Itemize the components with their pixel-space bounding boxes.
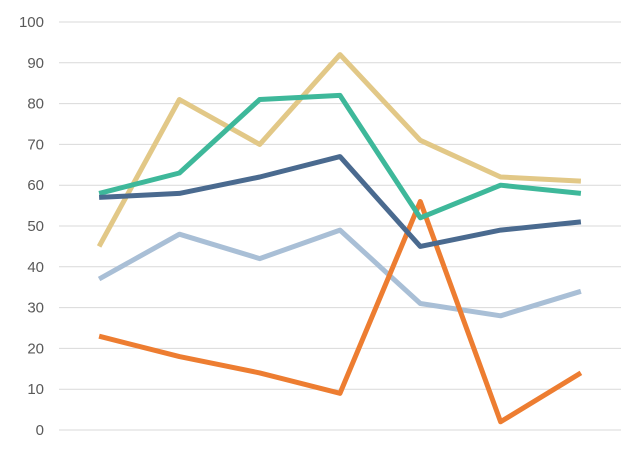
y-tick-label-10: 10 [27,381,44,398]
y-tick-label-60: 60 [27,177,44,194]
y-tick-label-0: 0 [36,422,44,439]
y-tick-label-50: 50 [27,218,44,235]
y-tick-label-70: 70 [27,136,44,153]
series-line-3 [96,52,582,248]
y-tick-label-90: 90 [27,55,44,72]
y-tick-label-100: 100 [19,14,44,31]
y-tick-label-80: 80 [27,96,44,113]
series-line-4 [98,92,582,221]
series-lines [96,52,583,425]
series-line-1 [97,227,582,319]
y-tick-label-30: 30 [27,300,44,317]
y-tick-label-40: 40 [27,259,44,276]
series-line-5 [98,154,582,249]
y-tick-label-20: 20 [27,340,44,357]
y-axis-tick-labels: 0 10 20 30 40 50 60 70 80 90 100 [19,14,44,439]
series-line-2 [98,199,583,425]
